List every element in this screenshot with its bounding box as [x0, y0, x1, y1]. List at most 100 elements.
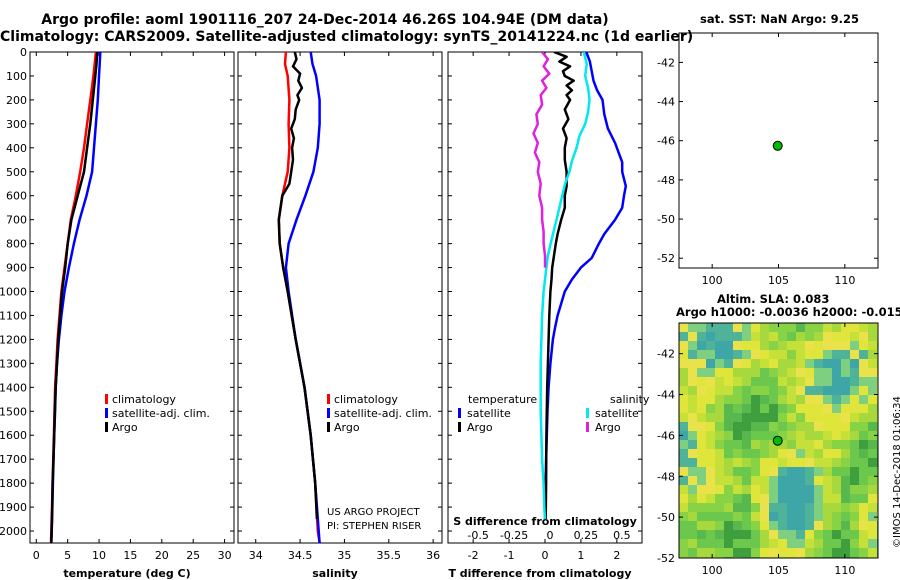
sla-cell — [679, 548, 689, 558]
sla-cell — [868, 422, 878, 432]
temperature-xtick-label: 10 — [92, 549, 106, 562]
sla-cell — [706, 431, 716, 441]
sla-cell — [715, 377, 725, 387]
sla-cell — [841, 440, 851, 450]
sla-cell — [724, 359, 734, 369]
sla-cell — [796, 458, 806, 468]
sla-cell — [778, 395, 788, 405]
sla-cell — [868, 413, 878, 423]
depth-tick-label: 900 — [6, 262, 27, 275]
sla-cell — [706, 422, 716, 432]
sla-cell — [751, 395, 761, 405]
sla-cell — [805, 386, 815, 396]
sla-cell — [787, 539, 797, 549]
differences-xtick-label: -2 — [468, 549, 479, 562]
sla-cell — [715, 404, 725, 414]
sla-cell — [688, 440, 698, 450]
sla-cell — [778, 521, 788, 531]
sla-cell — [733, 467, 743, 477]
sla-cell — [751, 422, 761, 432]
sla-cell — [769, 422, 779, 432]
sla-cell — [679, 422, 689, 432]
sla-cell — [706, 467, 716, 477]
temperature-xtick-label: 0 — [33, 549, 40, 562]
sla-cell — [688, 332, 698, 342]
sla-cell — [733, 530, 743, 540]
temperature-legend-label: satellite-adj. clim. — [112, 407, 210, 420]
depth-tick-label: 300 — [6, 118, 27, 131]
depth-tick-label: 1800 — [0, 477, 27, 490]
salinity-legend-label: satellite-adj. clim. — [334, 407, 432, 420]
position_sla-ytick-label: -46 — [657, 429, 675, 442]
sla-cell — [814, 530, 824, 540]
sla-cell — [778, 413, 788, 423]
sla-cell — [706, 440, 716, 450]
sla-cell — [724, 323, 734, 333]
sla-cell — [814, 548, 824, 558]
sla-cell — [715, 413, 725, 423]
sla-cell — [751, 323, 761, 333]
sla-cell — [688, 323, 698, 333]
sla-cell — [733, 404, 743, 414]
sla-cell — [868, 395, 878, 405]
differences-top-tick-label: 0.5 — [613, 529, 631, 542]
sla-cell — [868, 530, 878, 540]
sla-cell — [733, 350, 743, 360]
sla-cell — [805, 395, 815, 405]
sla-cell — [841, 431, 851, 441]
sla-cell — [796, 413, 806, 423]
sla-cell — [823, 449, 833, 459]
sla-cell — [787, 485, 797, 495]
sla-cell — [760, 458, 770, 468]
sla-cell — [841, 494, 851, 504]
sla-cell — [751, 386, 761, 396]
sla-cell — [778, 512, 788, 522]
sla-cell — [850, 494, 860, 504]
sla-cell — [832, 440, 842, 450]
sla-cell — [841, 350, 851, 360]
differences-legend-label: Argo — [467, 421, 493, 434]
sla-cell — [724, 386, 734, 396]
sla-cell — [832, 377, 842, 387]
sla-cell — [868, 341, 878, 351]
sla-cell — [841, 332, 851, 342]
sla-cell — [751, 440, 761, 450]
sla-cell — [697, 539, 707, 549]
sla-cell — [850, 449, 860, 459]
salinity-xtick-label: 34 — [249, 549, 263, 562]
sla-cell — [787, 332, 797, 342]
temperature-xtick-label: 20 — [155, 549, 169, 562]
sla-cell — [688, 413, 698, 423]
sla-cell — [823, 332, 833, 342]
differences-xlabel: T difference from climatology — [448, 567, 631, 580]
temperature-xlabel: temperature (deg C) — [63, 567, 190, 580]
position_sla-xtick-label: 110 — [834, 564, 855, 577]
sla-cell — [715, 440, 725, 450]
sla-cell — [769, 395, 779, 405]
sla-cell — [751, 467, 761, 477]
sla-cell — [805, 485, 815, 495]
sla-cell — [769, 368, 779, 378]
position_sla-ytick-label: -50 — [657, 511, 675, 524]
sla-cell — [805, 377, 815, 387]
sla-cell — [796, 332, 806, 342]
sla-cell — [841, 539, 851, 549]
sla-cell — [868, 467, 878, 477]
sla-cell — [832, 503, 842, 513]
sla-cell — [778, 332, 788, 342]
sla-cell — [742, 350, 752, 360]
sla-heatmap — [679, 323, 878, 558]
sla-cell — [778, 341, 788, 351]
sla-cell — [805, 503, 815, 513]
sla-cell — [796, 386, 806, 396]
differences-legend-label: satellite — [595, 407, 639, 420]
sla-cell — [706, 521, 716, 531]
position_sst-argo-position-point — [772, 140, 783, 151]
sla-cell — [697, 332, 707, 342]
sla-cell — [823, 350, 833, 360]
sla-cell — [688, 458, 698, 468]
sla-cell — [841, 413, 851, 423]
depth-tick-label: 400 — [6, 142, 27, 155]
sla-cell — [688, 512, 698, 522]
